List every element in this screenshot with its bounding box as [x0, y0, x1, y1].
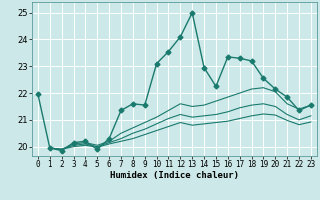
X-axis label: Humidex (Indice chaleur): Humidex (Indice chaleur) [110, 171, 239, 180]
